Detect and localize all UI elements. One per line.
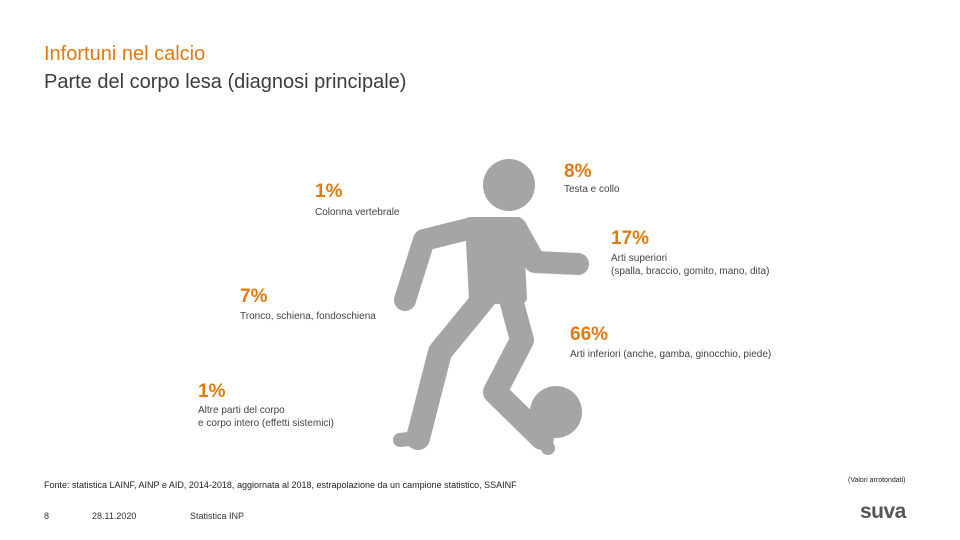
suva-logo: suva	[860, 500, 906, 523]
stat-other-percent: 1%	[198, 381, 226, 402]
page-number: 8	[44, 511, 50, 521]
stat-upper-label-1: Arti superiori	[611, 253, 668, 264]
footer-department: Statistica INP	[190, 511, 245, 521]
stat-spine: 1% Colonna vertebrale	[315, 181, 400, 219]
stat-trunk: 7% Tronco, schiena, fondoschiena	[240, 286, 376, 323]
footer-date: 28.11.2020	[92, 511, 137, 521]
football-icon	[530, 386, 582, 438]
stat-upper: 17% Arti superiori (spalla, braccio, gom…	[611, 228, 769, 278]
stat-head: 8% Testa e collo	[564, 161, 620, 196]
stat-trunk-label: Tronco, schiena, fondoschiena	[240, 311, 376, 322]
stat-lower: 66% Arti inferiori (anche, gamba, ginocc…	[570, 324, 771, 361]
source-note: Fonte: statistica LAINF, AINP e AID, 201…	[44, 480, 517, 490]
stat-trunk-percent: 7%	[240, 286, 268, 307]
page-subtitle: Parte del corpo lesa (diagnosi principal…	[44, 71, 407, 93]
stat-other: 1% Altre parti del corpo e corpo intero …	[198, 381, 334, 430]
stat-other-label-1: Altre parti del corpo	[198, 405, 285, 416]
stat-spine-percent: 1%	[315, 181, 343, 202]
stat-lower-percent: 66%	[570, 324, 609, 345]
page-title: Infortuni nel calcio	[44, 43, 206, 65]
stat-spine-label: Colonna vertebrale	[315, 207, 400, 218]
rounding-note: (Valori arrotondati)	[848, 477, 906, 484]
stat-other-label-2: e corpo intero (effetti sistemici)	[198, 418, 334, 429]
stat-head-label: Testa e collo	[564, 184, 620, 195]
stat-upper-percent: 17%	[611, 228, 650, 249]
stat-upper-label-2: (spalla, braccio, gomito, mano, dita)	[611, 266, 770, 277]
stat-head-percent: 8%	[564, 161, 592, 182]
stat-lower-label: Arti inferiori (anche, gamba, ginocchio,…	[570, 349, 772, 360]
